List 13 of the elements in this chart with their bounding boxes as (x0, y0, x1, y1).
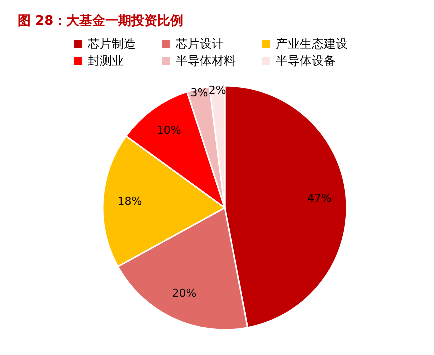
legend-label: 芯片设计 (175, 37, 224, 52)
data-label: 20% (172, 287, 197, 300)
data-label: 18% (118, 195, 142, 208)
data-label: 3% (190, 86, 208, 100)
data-label: 47% (308, 192, 332, 206)
data-label: 2% (208, 84, 226, 98)
legend-label: 半导体材料 (176, 54, 236, 68)
chart-title: 图 28：大基金一期投资比例 (18, 14, 184, 29)
legend-label: 芯片制造 (87, 37, 136, 52)
data-label: 10% (156, 124, 182, 138)
legend-label: 半导体设备 (276, 54, 336, 68)
legend-label: 产业生态建设 (276, 37, 348, 52)
legend-label: 封测业 (88, 54, 124, 68)
